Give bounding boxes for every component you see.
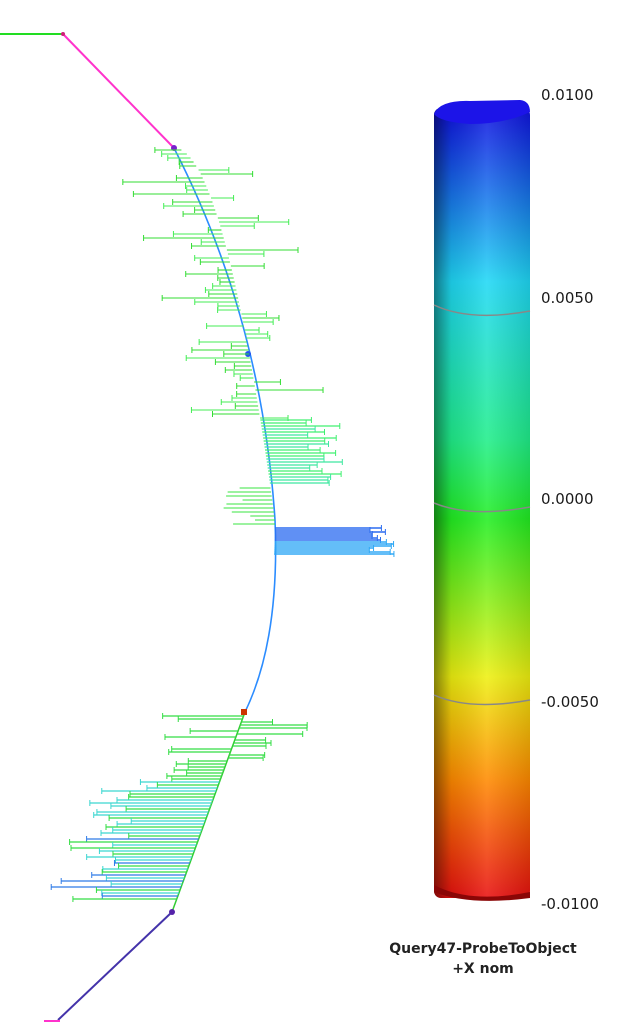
- colorbar-tick-label: 0.0000: [541, 490, 594, 508]
- node-marker-red: [241, 709, 247, 715]
- colorbar-tick-label: 0.0050: [541, 289, 594, 307]
- colorbar: [433, 100, 531, 901]
- node-marker: [169, 909, 175, 915]
- profile-arc: [173, 147, 277, 713]
- node-marker: [61, 32, 65, 36]
- colorbar-tick-label: 0.0100: [541, 86, 594, 104]
- colorbar-tick-label: -0.0100: [541, 895, 599, 913]
- deviation-whiskers: [50, 147, 395, 902]
- colorbar-bottom-cap: [434, 885, 530, 901]
- colorbar-shading: [434, 108, 530, 898]
- top-slanted-segment: [62, 33, 175, 149]
- caption-line1: Query47-ProbeToObject: [389, 941, 577, 957]
- lower-slanted-segment: [57, 911, 173, 1021]
- colorbar-cap: [434, 100, 530, 124]
- colorbar-band-line: [433, 694, 531, 706]
- caption-line2: +X nom: [452, 961, 514, 977]
- colorbar-band-line: [433, 304, 531, 317]
- colorbar-band-line: [433, 502, 531, 513]
- colorbar-tick-label: -0.0050: [541, 693, 599, 711]
